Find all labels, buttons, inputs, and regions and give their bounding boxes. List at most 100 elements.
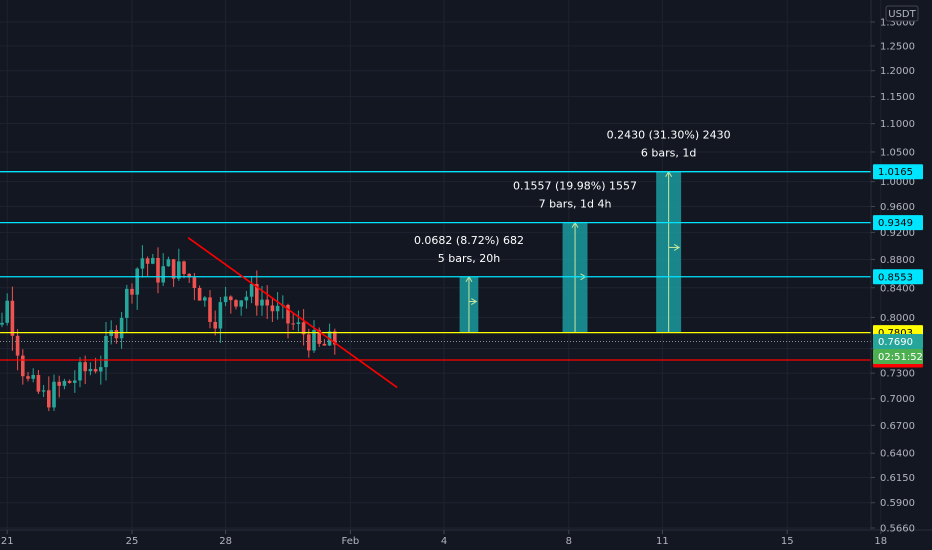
candle	[270, 297, 275, 323]
countdown-label-text: 02:51:52	[878, 352, 923, 363]
candle-body	[140, 258, 145, 269]
candle	[234, 299, 238, 310]
candle	[15, 329, 20, 371]
price-tick-label: 0.7000	[880, 394, 915, 405]
countdown-label-box	[873, 348, 923, 364]
candle-body	[62, 380, 67, 386]
candle	[255, 270, 259, 316]
measurement-change-text: 0.1557 (19.98%) 1557	[513, 180, 637, 193]
candle-body	[208, 297, 212, 322]
price-tick-label: 0.6700	[880, 421, 915, 432]
candle-body	[161, 266, 165, 283]
candle-body	[166, 259, 171, 267]
candle	[47, 376, 51, 412]
measurement-change-text: 0.2430 (31.30%) 2430	[607, 129, 731, 142]
candle-body	[15, 335, 20, 356]
candle	[57, 375, 61, 398]
trendline-group	[187, 237, 398, 389]
level-label-0.8553: 0.8553	[873, 269, 923, 285]
price-tick-label: 0.9600	[880, 202, 915, 213]
candle-body	[291, 323, 295, 325]
candle-body	[156, 257, 160, 283]
candle-body	[145, 258, 150, 264]
level-label-1.0165: 1.0165	[873, 164, 923, 180]
trendline[interactable]	[187, 237, 398, 389]
measurement-change-text: 0.0682 (8.72%) 682	[414, 234, 524, 247]
candle-body	[333, 331, 337, 345]
price-tick-label: 1.0500	[880, 147, 915, 158]
candle	[10, 286, 15, 351]
candle	[31, 368, 35, 383]
candle-body	[57, 381, 61, 386]
last-price-label-box	[873, 333, 923, 349]
price-tick-label: 1.1000	[880, 119, 915, 130]
candle	[171, 258, 176, 287]
measurement-2[interactable]: 0.1557 (19.98%) 1557 7 bars, 1d 4h	[513, 180, 637, 333]
candle	[5, 293, 9, 326]
candle	[223, 286, 228, 307]
measurement-1[interactable]: 0.0682 (8.72%) 682 5 bars, 20h	[414, 234, 524, 333]
candle	[182, 260, 186, 279]
candle	[125, 284, 129, 333]
time-tick-label: 11	[656, 536, 669, 547]
candle	[166, 256, 171, 267]
candle	[192, 272, 197, 301]
candle	[177, 248, 181, 281]
candle-body	[130, 288, 134, 295]
last-price-label-text: 0.7690	[878, 337, 913, 348]
candle-body	[73, 380, 77, 383]
candle	[67, 379, 72, 384]
candle	[130, 283, 134, 304]
candle	[140, 245, 145, 278]
candle	[218, 297, 223, 343]
time-tick-label: Feb	[342, 536, 360, 547]
measurement-3[interactable]: 0.2430 (31.30%) 2430 6 bars, 1d	[607, 129, 731, 333]
countdown-label: 02:51:52	[873, 348, 923, 364]
candle-body	[151, 257, 155, 264]
candle-body	[265, 299, 269, 306]
price-tick-label: 0.5900	[880, 498, 915, 509]
price-tick-label: 0.8000	[880, 313, 915, 324]
time-axis[interactable]: 21 25 28 Feb 4 8 11 15 18	[1, 530, 887, 547]
level-label-0.9349-box	[873, 215, 923, 231]
candle-body	[78, 362, 82, 381]
candle	[312, 320, 316, 353]
candle	[145, 256, 150, 276]
candle-body	[125, 288, 129, 318]
price-tick-label: 0.6150	[880, 473, 915, 484]
candle-body	[275, 305, 280, 312]
candle	[41, 384, 46, 397]
candle-body	[182, 261, 186, 274]
candle	[229, 295, 233, 314]
candle-body	[197, 287, 202, 301]
candle-body	[177, 261, 181, 279]
time-tick-label: 25	[126, 536, 139, 547]
candle	[307, 328, 311, 358]
candle-body	[21, 355, 25, 377]
candle-body	[0, 322, 4, 325]
candle-body	[218, 302, 223, 329]
candle-body	[187, 273, 191, 278]
last-price-label: 0.7690	[873, 333, 923, 349]
candle-body	[249, 284, 254, 297]
candle-body	[260, 299, 264, 306]
candle-body	[52, 381, 56, 408]
candle-body	[296, 322, 301, 324]
level-label-1.0165-text: 1.0165	[878, 167, 913, 178]
price-tick-label: 1.1500	[880, 92, 915, 103]
level-label-0.8553-box	[873, 269, 923, 285]
candle-body	[239, 300, 243, 307]
candle	[213, 310, 217, 336]
candle-body	[286, 304, 290, 324]
candle-body	[36, 375, 41, 392]
measurement-arrowhead-right	[673, 244, 681, 251]
price-tick-label: 0.6400	[880, 449, 915, 460]
measurement-bars-text: 7 bars, 1d 4h	[539, 198, 612, 211]
candle	[197, 285, 202, 301]
candle	[0, 312, 4, 328]
candle	[104, 322, 108, 381]
currency-badge[interactable]: USDT	[885, 5, 919, 22]
time-tick-label: 18	[874, 536, 887, 547]
